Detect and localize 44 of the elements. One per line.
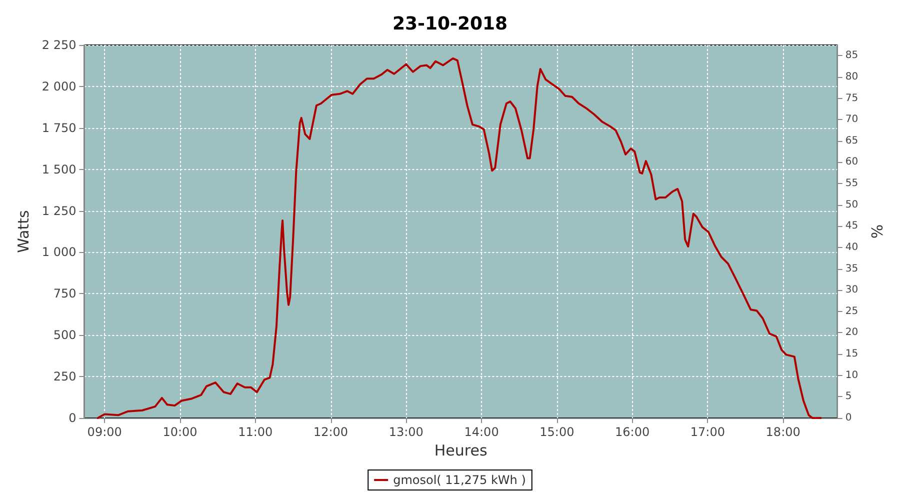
y2-tick-label: 70 [845, 114, 858, 126]
y2-tick-label: 35 [845, 263, 858, 274]
x-tick-label: 18:00 [766, 425, 800, 439]
x-tick-label: 12:00 [313, 425, 348, 439]
x-tick-label: 16:00 [615, 425, 650, 439]
x-tick-label: 11:00 [238, 425, 273, 439]
y2-tick-label: 40 [845, 242, 858, 253]
y-tick-label: 750 [53, 286, 76, 301]
y2-tick-label: 45 [845, 220, 858, 232]
y-axis-title: Watts [14, 210, 32, 253]
x-axis-title: Heures [434, 441, 488, 460]
x-tick-label: 15:00 [540, 425, 574, 439]
legend-label: gmosol( 11,275 kWh ) [393, 473, 526, 487]
y2-tick-label: 85 [845, 50, 858, 62]
line-series [96, 57, 822, 419]
y2-tick-label: 65 [845, 135, 858, 146]
y-tick-label: 1 500 [42, 162, 76, 176]
y2-tick-label: 50 [845, 199, 858, 210]
y2-tick-label: 25 [845, 306, 858, 317]
x-tick-label: 13:00 [388, 425, 424, 439]
x-tick-label: 14:00 [464, 425, 499, 439]
x-tick-label: 10:00 [162, 425, 198, 439]
y2-tick-label: 20 [845, 327, 858, 338]
y2-tick-label: 0 [845, 412, 852, 424]
y2-tick-label: 10 [845, 370, 858, 381]
y-tick-label: 2 250 [42, 38, 76, 52]
x-tick-label: 09:00 [87, 425, 122, 439]
y-tick-label: 1 250 [42, 204, 76, 218]
y-tick-label: 0 [68, 411, 76, 425]
y2-tick-label: 15 [845, 348, 858, 360]
chart-title: 23-10-2018 [392, 14, 508, 34]
y-tick-label: 500 [53, 328, 76, 342]
y2-axis-title: % [868, 224, 886, 239]
y2-tick-label: 55 [845, 178, 858, 190]
y-tick-label: 2 000 [42, 79, 76, 94]
y2-tick-label: 5 [845, 391, 852, 402]
y-tick-label: 1 000 [42, 245, 76, 260]
y2-tick-label: 75 [845, 92, 858, 104]
y-tick-label: 1 750 [42, 120, 76, 135]
y-tick-label: 250 [53, 370, 76, 384]
x-tick-label: 17:00 [690, 425, 726, 439]
y2-tick-label: 80 [845, 71, 858, 82]
y2-tick-label: 60 [845, 156, 858, 168]
y2-tick-label: 30 [845, 284, 858, 296]
